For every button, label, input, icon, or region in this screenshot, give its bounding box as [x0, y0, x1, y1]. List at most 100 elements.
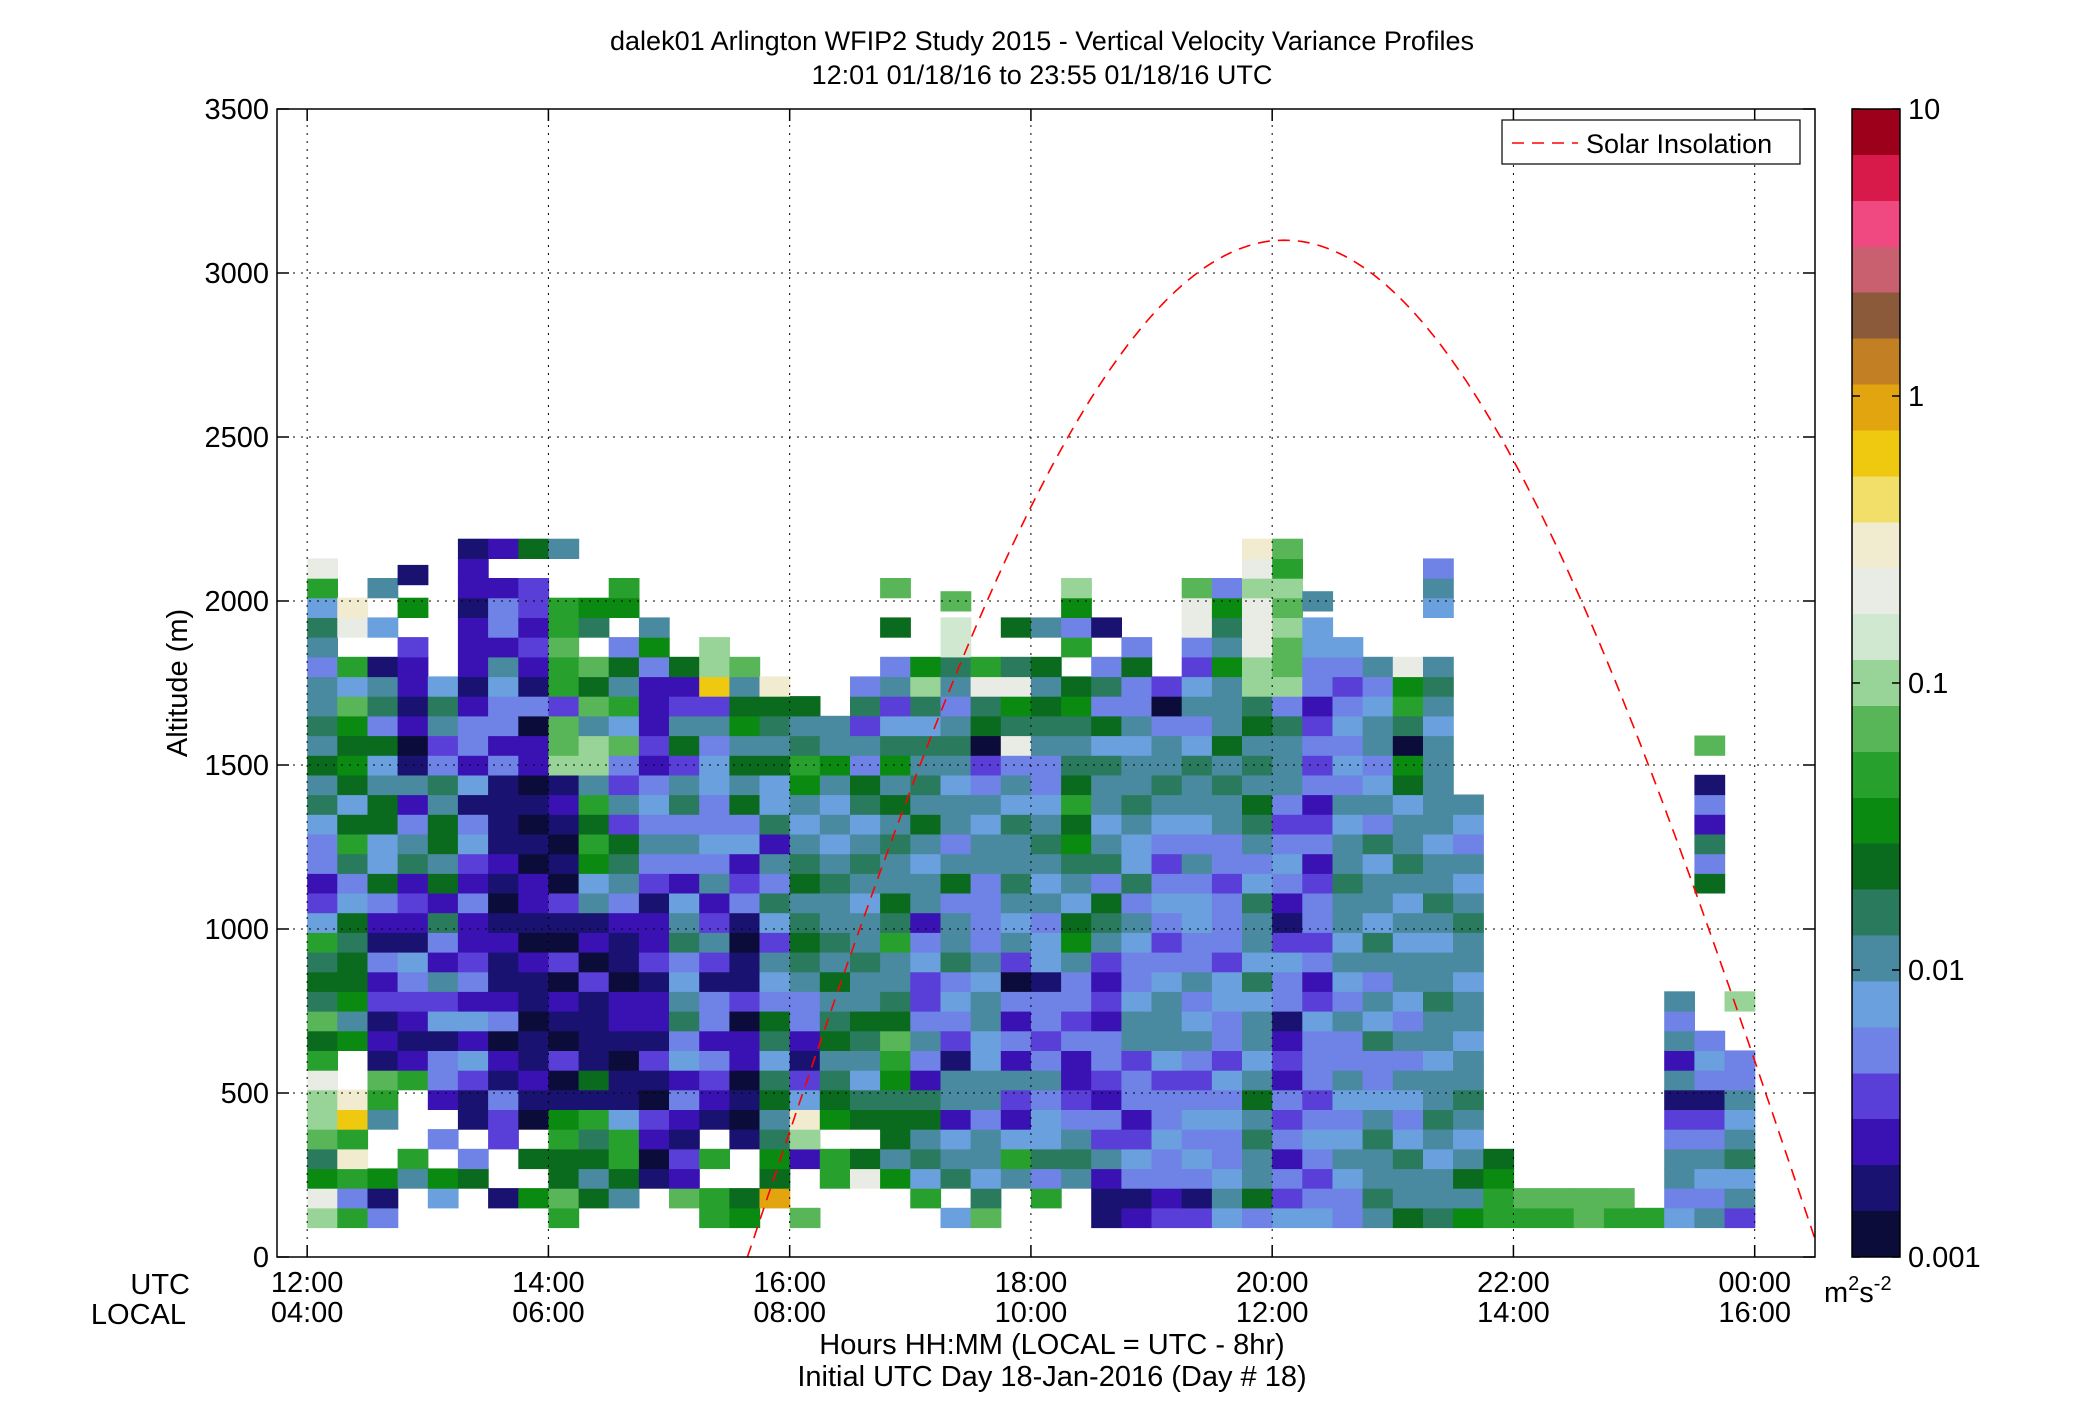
heatmap-cell: [337, 912, 369, 933]
heatmap-cell: [1061, 617, 1092, 638]
heatmap-cell: [457, 1089, 489, 1110]
heatmap-cell: [337, 735, 369, 756]
heatmap-cell: [1362, 676, 1394, 697]
heatmap-cell: [1030, 735, 1062, 756]
plot-frame: [276, 108, 1816, 1258]
heatmap-cell: [699, 873, 730, 894]
heatmap-cell: [729, 755, 761, 776]
heatmap-cell: [1091, 755, 1122, 776]
heatmap-cell: [729, 656, 761, 678]
heatmap-cell: [940, 1050, 972, 1071]
heatmap-cell: [880, 1011, 911, 1032]
heatmap-cell: [1332, 991, 1364, 1012]
heatmap-cell: [1211, 676, 1243, 697]
heatmap-cell: [1242, 1011, 1273, 1032]
heatmap-cell: [940, 932, 972, 953]
x-tick-label-local: 06:00: [512, 1297, 585, 1329]
heatmap-cell: [1030, 1070, 1062, 1091]
heatmap-cell: [1302, 1089, 1334, 1110]
heatmap-cell: [457, 637, 489, 658]
heatmap-cell: [699, 1030, 730, 1051]
heatmap-cell: [1423, 814, 1454, 835]
heatmap-cell: [970, 1011, 1002, 1032]
heatmap-cell: [819, 735, 851, 756]
heatmap-cell: [578, 1168, 610, 1189]
heatmap-cell: [367, 774, 399, 796]
heatmap-cell: [729, 952, 761, 973]
heatmap-cell: [1423, 794, 1454, 815]
heatmap-cell: [1000, 991, 1032, 1012]
heatmap-cell: [1211, 971, 1243, 992]
heatmap-cell: [819, 814, 851, 835]
heatmap-cell: [759, 735, 791, 756]
heatmap-cell: [1061, 1109, 1092, 1130]
heatmap-cell: [1242, 1109, 1273, 1130]
heatmap-cell: [699, 991, 730, 1012]
heatmap-cell: [578, 952, 610, 973]
heatmap-cell: [337, 656, 369, 678]
heatmap-cell: [578, 715, 610, 737]
heatmap-cell: [880, 1089, 911, 1110]
heatmap-cell: [548, 794, 580, 815]
heatmap-cell: [1362, 952, 1394, 973]
heatmap-cell: [608, 755, 640, 776]
heatmap-cell: [1272, 558, 1303, 579]
heatmap-cell: [367, 1168, 399, 1189]
heatmap-cell: [1272, 1089, 1303, 1110]
heatmap-cell: [1000, 1089, 1032, 1110]
heatmap-cell: [880, 991, 911, 1012]
heatmap-cell: [1242, 558, 1273, 579]
heatmap-cell: [880, 578, 911, 599]
heatmap-cell: [307, 715, 338, 737]
heatmap-cell: [638, 814, 670, 835]
heatmap-cell: [1332, 715, 1364, 737]
colorbar-tick-label: 10: [1908, 94, 1940, 126]
heatmap-cell: [1181, 1129, 1213, 1150]
heatmap-cell: [940, 794, 972, 815]
heatmap-cell: [1302, 1207, 1334, 1229]
heatmap-cell: [1392, 833, 1424, 855]
heatmap-cell: [457, 1011, 489, 1032]
heatmap-cell: [1694, 1089, 1726, 1110]
heatmap-cell: [307, 774, 338, 796]
heatmap-cell: [970, 991, 1002, 1012]
heatmap-cell: [1211, 696, 1243, 717]
heatmap-cell: [819, 715, 851, 737]
heatmap-cell: [1242, 932, 1273, 953]
heatmap-cell: [578, 755, 610, 776]
heatmap-cell: [759, 1050, 791, 1071]
heatmap-cell: [1392, 755, 1424, 776]
heatmap-cell: [1724, 1050, 1756, 1071]
heatmap-cell: [1694, 853, 1726, 874]
heatmap-cell: [488, 1188, 519, 1209]
heatmap-cell: [1453, 1148, 1484, 1170]
heatmap-cell: [940, 774, 972, 796]
heatmap-cell: [669, 1030, 700, 1051]
heatmap-cell: [1151, 676, 1183, 697]
heatmap-cell: [457, 1050, 489, 1071]
heatmap-cell: [1302, 814, 1334, 835]
heatmap-cell: [307, 853, 338, 874]
heatmap-cell: [608, 1030, 640, 1051]
heatmap-cell: [819, 774, 851, 796]
heatmap-cell: [1091, 892, 1122, 914]
heatmap-cell: [1151, 991, 1183, 1012]
heatmap-cell: [1121, 696, 1153, 717]
heatmap-cell: [1694, 735, 1726, 756]
heatmap-cell: [307, 755, 338, 776]
heatmap-cell: [1392, 715, 1424, 737]
heatmap-cell: [307, 558, 338, 579]
heatmap-cell: [488, 774, 519, 796]
heatmap-cell: [608, 1168, 640, 1189]
heatmap-cell: [397, 564, 429, 586]
heatmap-cell: [1423, 656, 1454, 678]
heatmap-cell: [1061, 578, 1092, 599]
heatmap-cell: [1362, 1129, 1394, 1150]
heatmap-cell: [337, 1030, 369, 1051]
heatmap-cell: [1121, 1168, 1153, 1189]
heatmap-cell: [608, 597, 640, 618]
heatmap-cell: [367, 952, 399, 973]
heatmap-cell: [819, 794, 851, 815]
heatmap-cell: [819, 892, 851, 914]
heatmap-cell: [970, 833, 1002, 855]
